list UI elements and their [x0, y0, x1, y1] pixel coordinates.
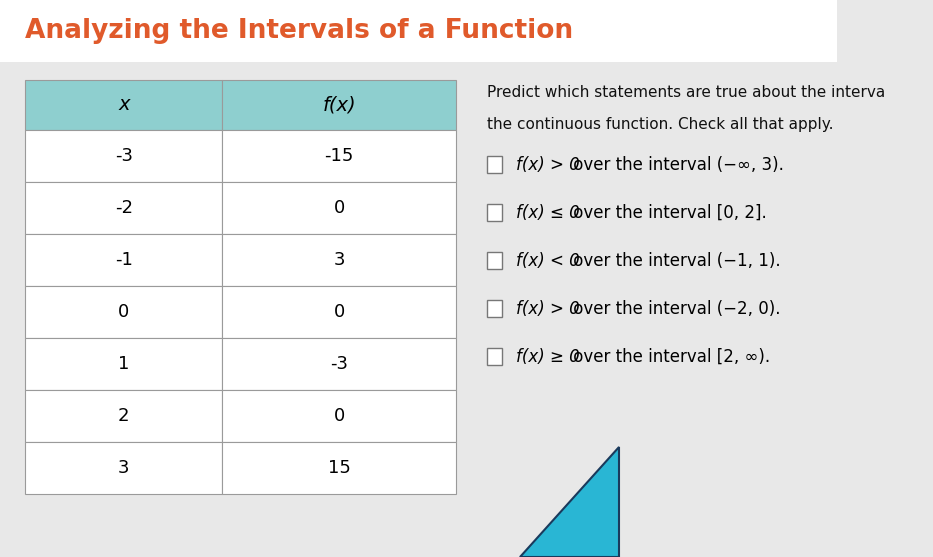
- Text: 0: 0: [333, 199, 344, 217]
- Text: 3: 3: [333, 251, 345, 269]
- Bar: [487, 349, 502, 365]
- Text: x: x: [118, 95, 130, 115]
- Text: 0: 0: [118, 303, 130, 321]
- Bar: [25, 234, 222, 286]
- Text: -3: -3: [330, 355, 348, 373]
- Text: f(x): f(x): [322, 95, 355, 115]
- Text: -2: -2: [115, 199, 132, 217]
- Text: Predict which statements are true about the interva: Predict which statements are true about …: [487, 85, 885, 100]
- Text: -1: -1: [115, 251, 132, 269]
- Bar: [222, 130, 455, 182]
- Bar: [487, 204, 502, 222]
- Text: over the interval [0, 2].: over the interval [0, 2].: [567, 204, 766, 222]
- Bar: [25, 442, 222, 494]
- Bar: [222, 442, 455, 494]
- Text: f(x) ≤ 0: f(x) ≤ 0: [516, 204, 579, 222]
- Text: -15: -15: [325, 147, 354, 165]
- Text: f(x) > 0: f(x) > 0: [516, 156, 579, 174]
- Text: 2: 2: [118, 407, 130, 425]
- Bar: [222, 286, 455, 338]
- Bar: [25, 182, 222, 234]
- Text: over the interval [2, ∞).: over the interval [2, ∞).: [567, 348, 770, 366]
- Text: over the interval (−1, 1).: over the interval (−1, 1).: [567, 252, 780, 270]
- Bar: [25, 338, 222, 390]
- Text: 0: 0: [333, 407, 344, 425]
- Text: Analyzing the Intervals of a Function: Analyzing the Intervals of a Function: [25, 18, 573, 44]
- Text: 3: 3: [118, 459, 130, 477]
- Bar: [25, 130, 222, 182]
- Text: f(x) < 0: f(x) < 0: [516, 252, 579, 270]
- Bar: [0, 0, 837, 62]
- Text: -3: -3: [115, 147, 132, 165]
- Bar: [222, 80, 455, 130]
- Bar: [25, 80, 222, 130]
- Bar: [25, 286, 222, 338]
- Text: f(x) ≥ 0: f(x) ≥ 0: [516, 348, 579, 366]
- Bar: [222, 390, 455, 442]
- Bar: [222, 182, 455, 234]
- Text: over the interval (−2, 0).: over the interval (−2, 0).: [567, 300, 780, 318]
- Text: the continuous function. Check all that apply.: the continuous function. Check all that …: [487, 117, 833, 132]
- Text: f(x) > 0: f(x) > 0: [516, 300, 579, 318]
- Bar: [487, 300, 502, 317]
- Bar: [25, 390, 222, 442]
- Bar: [487, 157, 502, 173]
- Bar: [487, 252, 502, 270]
- Text: 1: 1: [118, 355, 130, 373]
- Text: 15: 15: [327, 459, 351, 477]
- Bar: [222, 338, 455, 390]
- Bar: [222, 234, 455, 286]
- Polygon shape: [521, 447, 619, 557]
- Text: 0: 0: [333, 303, 344, 321]
- Text: over the interval (−∞, 3).: over the interval (−∞, 3).: [567, 156, 784, 174]
